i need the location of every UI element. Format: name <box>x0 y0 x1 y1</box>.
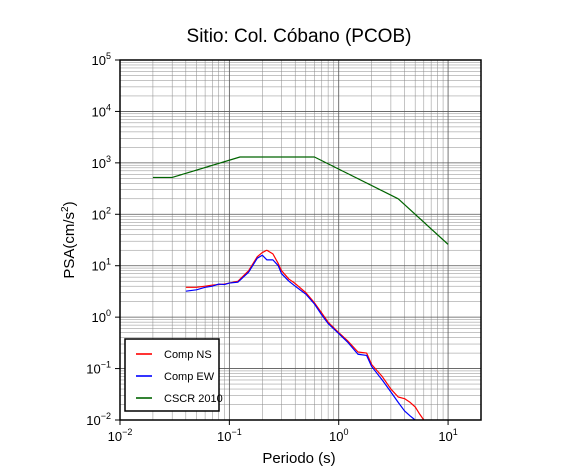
y-tick-label: 104 <box>92 102 111 119</box>
y-tick-label: 101 <box>92 257 111 274</box>
y-axis-label: PSA(cm/s2) <box>60 201 78 278</box>
y-tick-base: 10 <box>86 362 100 377</box>
y-axis-label-superscript: 2 <box>60 206 71 212</box>
x-tick-exponent: 0 <box>343 427 348 437</box>
x-tick-label: 100 <box>329 427 348 444</box>
y-tick-base: 10 <box>92 156 106 171</box>
y-tick-label: 10−2 <box>86 411 111 428</box>
series-line-cscr-2010 <box>152 156 449 245</box>
y-tick-label: 103 <box>92 154 111 171</box>
legend-label: Comp EW <box>164 371 215 383</box>
x-tick-base: 10 <box>438 429 452 444</box>
x-tick-label: 101 <box>438 427 457 444</box>
x-tick-base: 10 <box>329 429 343 444</box>
legend-label: CSCR 2010 <box>164 393 223 405</box>
y-tick-exponent: 3 <box>106 154 111 164</box>
y-tick-base: 10 <box>92 104 106 119</box>
y-axis-label-close: ) <box>61 201 78 206</box>
x-tick-exponent: 1 <box>453 427 458 437</box>
chart-title: Sitio: Col. Cóbano (PCOB) <box>187 26 412 47</box>
y-tick-base: 10 <box>92 207 106 222</box>
y-tick-exponent: −1 <box>101 360 111 370</box>
y-tick-exponent: −2 <box>101 411 111 421</box>
y-tick-label: 105 <box>92 51 111 68</box>
x-axis-ticks: 10−2 10−1 100 101 <box>108 420 458 444</box>
y-tick-label: 102 <box>92 205 111 222</box>
series-line-comp-ew <box>185 254 416 420</box>
x-tick-base: 10 <box>108 429 122 444</box>
y-tick-base: 10 <box>92 310 106 325</box>
y-tick-exponent: 4 <box>106 102 111 112</box>
y-tick-base: 10 <box>92 53 106 68</box>
x-tick-exponent: −2 <box>122 427 132 437</box>
x-tick-label: 10−1 <box>217 427 242 444</box>
y-tick-exponent: 0 <box>106 308 111 318</box>
legend: Comp NS Comp EW CSCR 2010 <box>124 338 223 412</box>
series-layer <box>152 156 449 420</box>
legend-label: Comp NS <box>164 349 212 361</box>
y-tick-exponent: 2 <box>106 205 111 215</box>
y-tick-exponent: 5 <box>106 51 111 61</box>
y-tick-base: 10 <box>86 413 100 428</box>
plot-frame <box>119 59 482 421</box>
x-axis-label: Periodo (s) <box>262 450 335 467</box>
x-tick-base: 10 <box>217 429 231 444</box>
y-tick-label: 10−1 <box>86 360 111 377</box>
x-tick-exponent: −1 <box>231 427 241 437</box>
y-axis-label-text: PSA(cm/s <box>61 212 78 279</box>
y-tick-base: 10 <box>92 259 106 274</box>
y-tick-label: 100 <box>92 308 111 325</box>
y-tick-exponent: 1 <box>106 257 111 267</box>
x-tick-label: 10−2 <box>108 427 133 444</box>
legend-box <box>124 338 220 412</box>
minor-grid <box>120 60 482 420</box>
